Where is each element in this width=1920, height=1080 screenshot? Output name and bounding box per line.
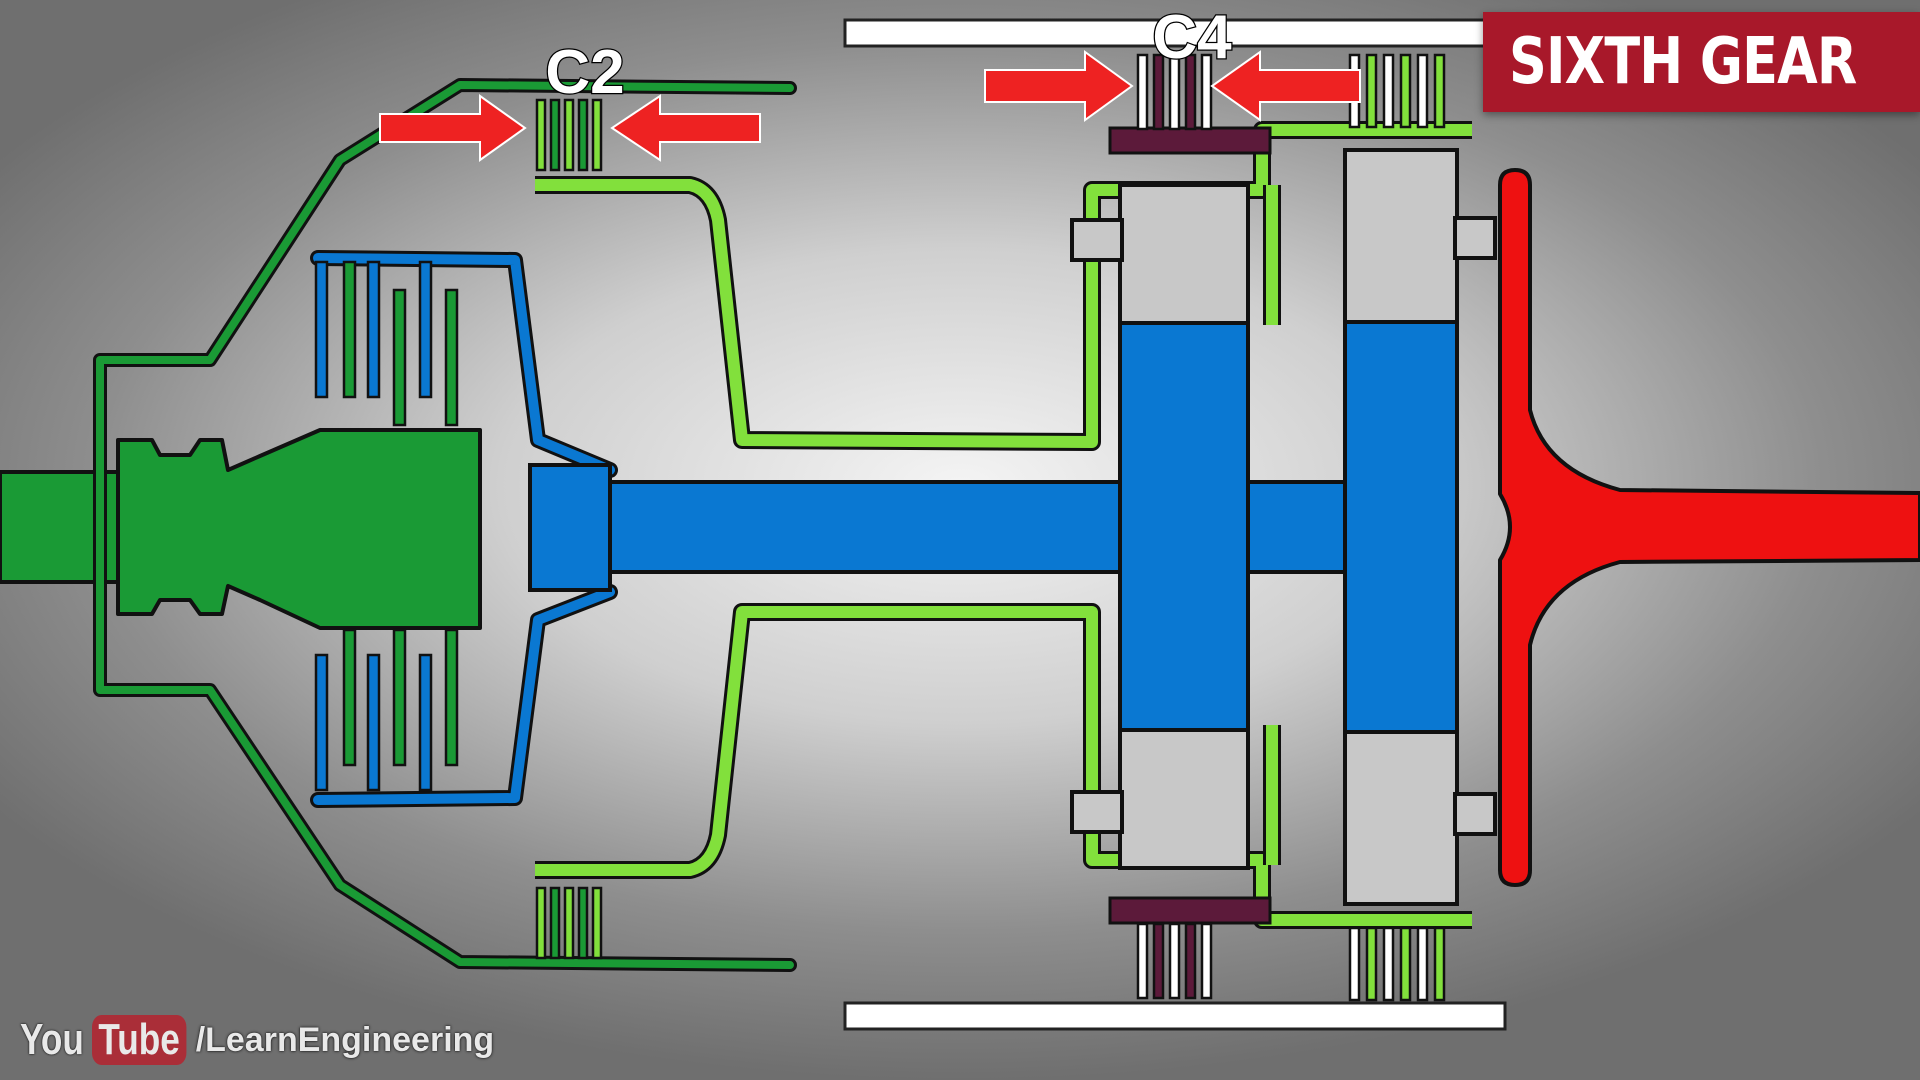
- arrow-right-icon: [379, 94, 527, 162]
- arrow-left-icon: [610, 94, 761, 162]
- input-shaft: [0, 428, 482, 630]
- watermark-tube: Tube: [91, 1015, 187, 1065]
- c4-plates: [1136, 53, 1213, 1000]
- output-shaft: [1498, 168, 1920, 887]
- watermark-you: You: [20, 1015, 84, 1064]
- right-plate-packs: [1348, 53, 1446, 1002]
- watermark-channel: /LearnEngineering: [195, 1020, 495, 1059]
- c2-plates: [535, 98, 603, 960]
- arrow-right-icon: [984, 50, 1134, 122]
- gear-banner: SIXTH GEAR: [1483, 12, 1920, 112]
- blue-shaft: [528, 318, 1459, 734]
- housing-bar-bottom: [843, 1001, 1507, 1031]
- housing-bars: [843, 18, 1507, 1031]
- blue-clutch-plates: [314, 260, 459, 792]
- c2-arrows: [379, 94, 761, 162]
- arrow-left-icon: [1210, 50, 1361, 122]
- c4-label: C4: [1152, 3, 1232, 72]
- youtube-watermark: You Tube /LearnEngineering: [20, 1010, 494, 1070]
- gear-title: SIXTH GEAR: [1509, 25, 1857, 99]
- c4-brake-bands: [1108, 126, 1272, 925]
- c2-label: C2: [545, 38, 624, 107]
- housing-bar-top: [843, 18, 1507, 48]
- c4-arrows: [984, 50, 1361, 122]
- planetary-gears: [1070, 148, 1497, 906]
